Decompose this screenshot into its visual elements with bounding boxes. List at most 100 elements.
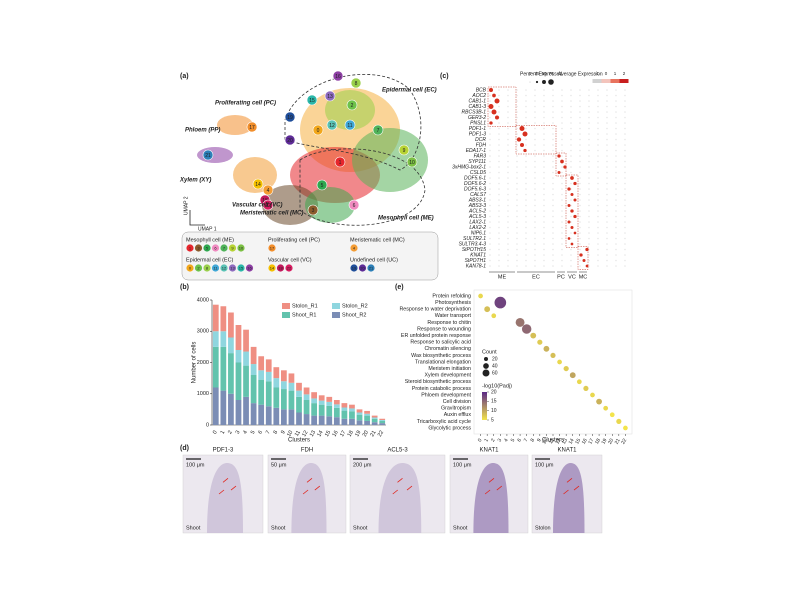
bg-dot [525, 204, 527, 207]
bg-dot [624, 144, 626, 146]
bg-dot [552, 248, 554, 251]
bar-segment [273, 387, 280, 408]
arrow [563, 489, 569, 495]
bar-segment [326, 416, 333, 425]
bg-dot [543, 144, 545, 146]
bg-dot [561, 111, 563, 113]
bg-dot [588, 177, 590, 179]
x-tick-label: 2 [227, 430, 234, 436]
bg-dot [579, 221, 581, 223]
bg-dot [507, 177, 509, 179]
bg-dot [624, 248, 626, 251]
cluster-badge [332, 70, 344, 82]
bg-dot [624, 182, 626, 185]
gene-label: DOF5.6-1 [464, 175, 486, 181]
bg-dot [561, 133, 563, 135]
gene-label: PNSL1 [470, 120, 486, 126]
bar-segment [228, 312, 234, 338]
legend-label: Stolon_R1 [292, 303, 318, 309]
color-key-label: -1 [595, 71, 599, 76]
bg-dot [588, 210, 590, 212]
bg-dot [507, 254, 509, 256]
bg-dot [615, 127, 617, 130]
bg-dot [579, 111, 581, 113]
gene-label: 3xHMG-box2-1 [452, 164, 486, 170]
cluster-badge [284, 111, 296, 123]
gene-label: LAX2-1 [469, 219, 486, 225]
bg-dot [507, 122, 509, 124]
bg-dot [624, 188, 626, 190]
bar-segment [235, 400, 242, 425]
bar-segment [265, 381, 272, 407]
bar-segment [273, 378, 280, 388]
bg-dot [552, 100, 554, 102]
gene-label: KAN78-1 [466, 263, 487, 269]
bg-dot [624, 193, 626, 196]
bg-dot [561, 177, 563, 179]
bg-dot [516, 182, 518, 185]
bg-dot [579, 177, 581, 179]
legend-title: Undefined cell (UC) [350, 257, 398, 263]
bar-segment [349, 408, 355, 412]
cluster-badge [348, 199, 360, 211]
legend-title: Vascular cell (VC) [268, 257, 312, 263]
bg-dot [552, 122, 554, 124]
bg-dot [597, 127, 599, 130]
region-label: Phloem (PP) [185, 128, 220, 134]
bg-dot [561, 265, 563, 267]
bg-dot [525, 155, 527, 157]
legend-dot [268, 264, 276, 272]
bg-dot [561, 149, 563, 152]
bar-segment [243, 351, 249, 366]
legend-title: Percent Expressed [520, 71, 562, 77]
gene-label: BCB [476, 87, 487, 93]
bg-dot [624, 155, 626, 157]
bg-dot [525, 243, 527, 245]
bar-segment [371, 417, 378, 419]
term-label: Steroid biosynthetic process [405, 379, 472, 385]
y-tick-label: 0 [206, 422, 209, 428]
bg-dot [579, 215, 581, 218]
x-tick-label: 19 [354, 430, 362, 438]
bg-dot [516, 155, 518, 157]
tissue [207, 463, 243, 533]
bg-dot [570, 259, 572, 262]
bg-dot [597, 144, 599, 146]
bg-dot [534, 133, 536, 135]
bg-dot [615, 265, 617, 267]
bg-dot [507, 182, 509, 185]
bg-dot [615, 221, 617, 223]
legend-cluster: 12 [222, 265, 227, 270]
legend-dot [358, 264, 367, 272]
bg-dot [552, 243, 554, 245]
expr-dot [523, 148, 527, 153]
bg-dot [561, 138, 563, 141]
expr-dot [494, 98, 500, 104]
bg-dot [516, 188, 518, 190]
x-tick-label: 16 [332, 430, 340, 438]
legend-cluster: 9 [231, 245, 234, 250]
bg-dot [606, 127, 608, 130]
x-tick-label: 3 [497, 437, 504, 443]
x-tick-label: 10 [541, 437, 549, 445]
bar-segment [326, 396, 333, 402]
legend-dot [245, 264, 254, 272]
bg-dot [570, 232, 572, 234]
bar-segment [288, 382, 295, 391]
bg-dot [561, 127, 563, 130]
bg-dot [525, 265, 527, 267]
arrow [406, 485, 413, 491]
bg-dot [570, 149, 572, 152]
bar-segment [250, 403, 257, 425]
color-tick-label: 10 [491, 408, 497, 414]
bar-segment [371, 415, 378, 418]
bg-dot [579, 166, 581, 168]
region-label: Proliferating cell (PC) [215, 101, 276, 107]
bg-dot [579, 100, 581, 102]
group-label: PC [557, 274, 565, 280]
bar-segment [265, 371, 272, 382]
bg-dot [489, 94, 491, 97]
bg-dot [498, 221, 500, 223]
bar-segment [235, 350, 242, 363]
bar-segment [243, 396, 249, 425]
